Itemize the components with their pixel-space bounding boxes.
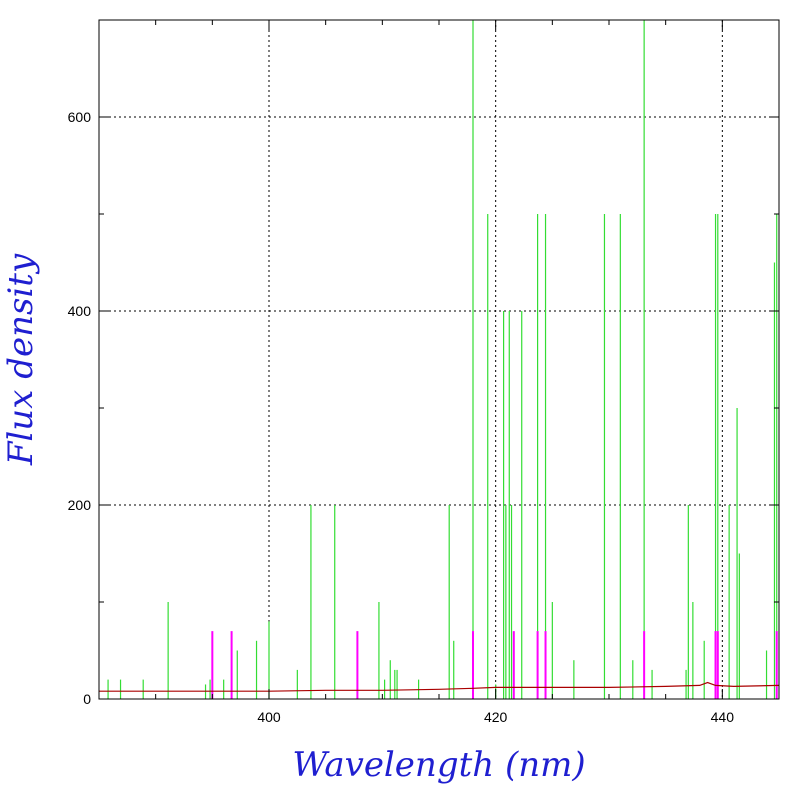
y-axis-title: Flux density [1, 253, 41, 466]
green-line-series [107, 20, 778, 699]
x-tick-label: 400 [257, 709, 281, 725]
plot-frame [98, 19, 780, 700]
plot-series [99, 20, 780, 699]
x-axis-title: Wavelength (nm) [292, 745, 585, 785]
x-tick-label: 420 [484, 709, 508, 725]
grid [99, 20, 779, 699]
y-tick-label: 400 [68, 303, 92, 319]
magenta-line-series [211, 631, 778, 699]
x-tick-label: 440 [711, 709, 735, 725]
axis-ticks: 400 420 440 0 200 400 600 [68, 19, 780, 725]
continuum-line [99, 681, 780, 692]
y-tick-label: 600 [68, 109, 92, 125]
y-tick-label: 200 [68, 497, 92, 513]
y-tick-label: 0 [83, 691, 91, 707]
